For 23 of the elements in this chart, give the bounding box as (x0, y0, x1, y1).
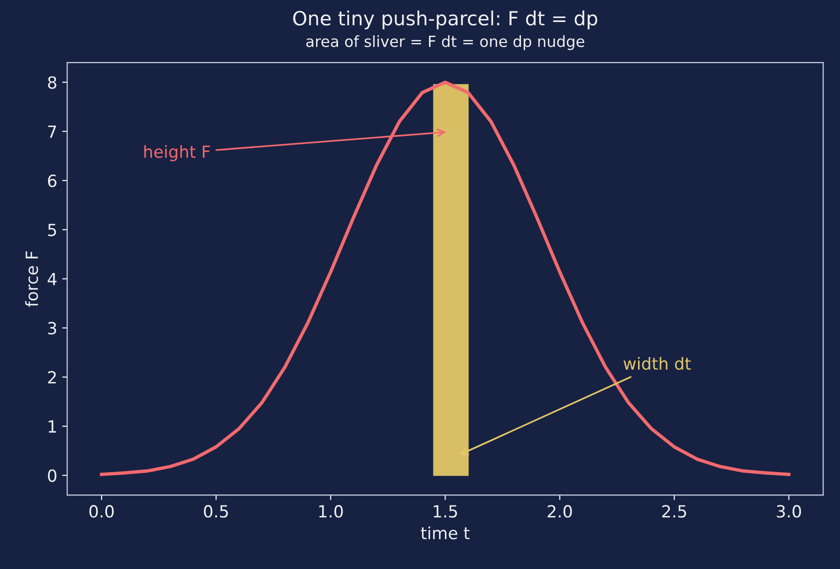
y-tick-label: 8 (48, 76, 56, 89)
y-axis-title: force F (25, 251, 38, 307)
x-tick-label: 1.0 (319, 505, 343, 518)
y-tick-label: 5 (48, 224, 56, 236)
x-tick-label: 0.5 (204, 505, 228, 518)
x-tick-label: 0.0 (89, 505, 114, 518)
y-tick-label: 2 (48, 371, 56, 384)
x-tick-label: 3.0 (776, 505, 801, 518)
y-tick-label: 3 (48, 322, 56, 335)
x-tick-label: 2.0 (548, 505, 572, 518)
y-tick-label: 4 (48, 272, 57, 286)
y-tick-label: 0 (48, 469, 56, 482)
line-series (100, 80, 791, 476)
y-tick-label: 7 (48, 126, 56, 138)
y-tick-label: 6 (48, 174, 56, 188)
chart-title: One tiny push-parcel: F dt = dp (293, 10, 598, 30)
x-tick-label: 1.5 (434, 505, 457, 518)
x-tick-label: 2.5 (662, 505, 686, 518)
y-tick-label: 1 (48, 420, 56, 433)
annotation: height F (144, 145, 210, 162)
x-axis-title: time t (420, 526, 470, 540)
chart-subtitle: area of sliver = F dt = one dp nudge (306, 35, 584, 50)
annotation: width dt (624, 356, 691, 370)
